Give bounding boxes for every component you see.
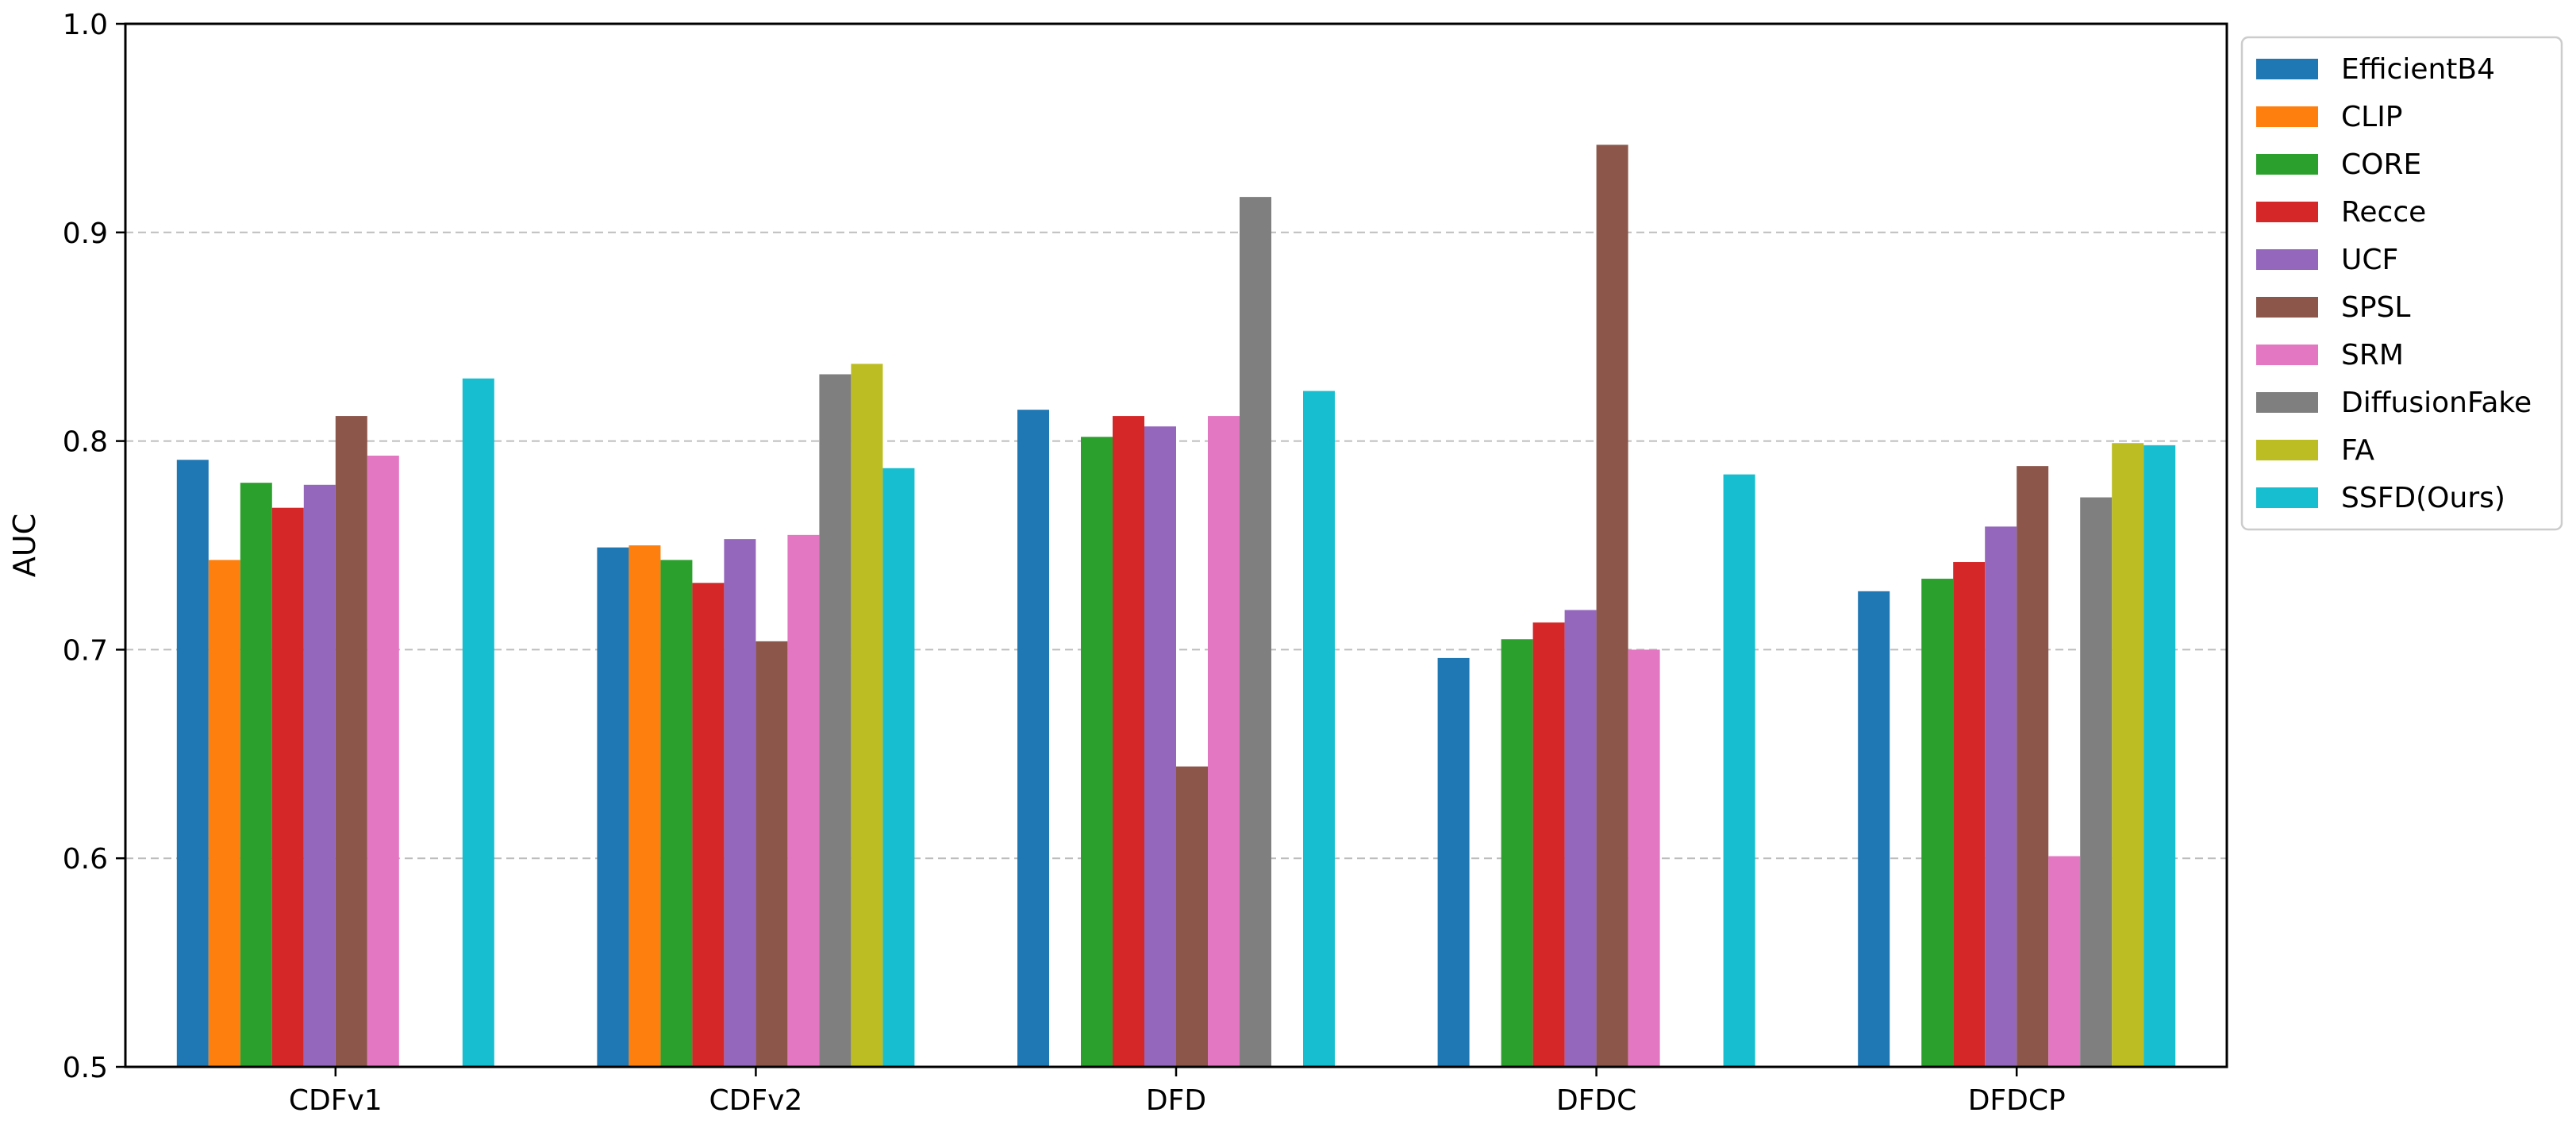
legend-label: FA bbox=[2341, 434, 2374, 467]
legend-label: SSFD(Ours) bbox=[2341, 482, 2505, 514]
bar-core-dfd bbox=[1081, 437, 1113, 1067]
bar-diffusionfake-dfd bbox=[1240, 197, 1271, 1067]
legend-label: DiffusionFake bbox=[2341, 387, 2532, 419]
bar-efficientb4-dfdcp bbox=[1858, 591, 1890, 1067]
y-tick-label: 0.9 bbox=[63, 218, 108, 250]
y-tick-label: 0.5 bbox=[63, 1052, 108, 1084]
legend-label: CLIP bbox=[2341, 101, 2403, 133]
bar-spsl-dfd bbox=[1176, 766, 1208, 1067]
bar-ssfd-ours-dfd bbox=[1303, 391, 1335, 1067]
legend-swatch bbox=[2256, 297, 2318, 318]
legend-label: SRM bbox=[2341, 339, 2404, 372]
x-tick-label: CDFv1 bbox=[289, 1084, 383, 1117]
legend: EfficientB4 CLIP CORE Recce UCF SPSL SRM Diffus… bbox=[2240, 36, 2563, 531]
legend-swatch bbox=[2256, 154, 2318, 175]
legend-swatch bbox=[2256, 440, 2318, 460]
bar-efficientb4-cdfv2 bbox=[597, 547, 629, 1067]
bar-srm-dfdcp bbox=[2048, 856, 2081, 1067]
bar-fa-cdfv2 bbox=[851, 364, 883, 1067]
bar-ucf-dfd bbox=[1144, 426, 1176, 1067]
bar-spsl-dfdc bbox=[1596, 144, 1628, 1068]
bar-clip-cdfv2 bbox=[629, 545, 661, 1067]
bar-spsl-cdfv1 bbox=[335, 416, 367, 1067]
bar-recce-cdfv2 bbox=[692, 583, 725, 1067]
bar-diffusionfake-dfdcp bbox=[2080, 497, 2113, 1067]
bar-core-cdfv2 bbox=[660, 560, 693, 1067]
y-axis-label: AUC bbox=[7, 514, 42, 577]
x-tick-label: DFDCP bbox=[1968, 1084, 2066, 1117]
bar-ucf-dfdc bbox=[1564, 610, 1597, 1067]
bar-fa-dfdcp bbox=[2112, 443, 2144, 1067]
axes-layer: 0.5 0.6 0.7 0.8 0.9 1.0 CDFv1 CDFv2 DFD DFDC DFDCP bbox=[63, 9, 2066, 1117]
legend-swatch bbox=[2256, 249, 2318, 270]
legend-swatch bbox=[2256, 392, 2318, 413]
legend-label: Recce bbox=[2341, 196, 2426, 229]
bar-recce-cdfv1 bbox=[271, 507, 304, 1067]
bar-srm-cdfv2 bbox=[787, 534, 820, 1067]
legend-swatch bbox=[2256, 487, 2318, 508]
legend-label: UCF bbox=[2341, 244, 2398, 276]
bar-efficientb4-dfdc bbox=[1437, 657, 1470, 1067]
bar-ssfd-ours-cdfv1 bbox=[462, 378, 494, 1067]
bar-srm-dfdc bbox=[1628, 649, 1660, 1067]
bar-core-dfdcp bbox=[1921, 579, 1954, 1067]
x-tick-label: CDFv2 bbox=[709, 1084, 803, 1117]
bar-recce-dfd bbox=[1113, 416, 1144, 1067]
bar-ucf-cdfv1 bbox=[303, 484, 336, 1067]
bar-ssfd-ours-dfdc bbox=[1723, 474, 1755, 1067]
y-tick-label: 0.7 bbox=[63, 634, 108, 667]
bar-srm-dfd bbox=[1208, 416, 1240, 1067]
bar-ssfd-ours-dfdcp bbox=[2143, 445, 2176, 1067]
bar-diffusionfake-cdfv2 bbox=[819, 374, 852, 1067]
y-tick-label: 1.0 bbox=[63, 9, 108, 41]
legend-swatch bbox=[2256, 59, 2318, 79]
y-tick-label: 0.6 bbox=[63, 843, 108, 876]
bars-layer bbox=[176, 144, 2176, 1068]
legend-box bbox=[2240, 36, 2563, 531]
x-tick-label: DFD bbox=[1146, 1084, 1206, 1117]
bar-recce-dfdcp bbox=[1953, 562, 1986, 1067]
bar-core-cdfv1 bbox=[240, 483, 272, 1067]
legend-label: EfficientB4 bbox=[2341, 53, 2495, 86]
y-tick-label: 0.8 bbox=[63, 426, 108, 459]
bar-ssfd-ours-cdfv2 bbox=[882, 468, 915, 1067]
bar-spsl-cdfv2 bbox=[755, 641, 788, 1067]
legend-label: CORE bbox=[2341, 148, 2421, 181]
bar-srm-cdfv1 bbox=[367, 455, 399, 1067]
bar-clip-cdfv1 bbox=[208, 560, 240, 1067]
bar-ucf-dfdcp bbox=[1985, 526, 2017, 1067]
bar-efficientb4-cdfv1 bbox=[176, 460, 209, 1067]
bar-ucf-cdfv2 bbox=[724, 539, 756, 1067]
bar-spsl-dfdcp bbox=[2017, 466, 2049, 1067]
legend-swatch bbox=[2256, 202, 2318, 222]
bar-recce-dfdc bbox=[1532, 622, 1565, 1067]
legend-label: SPSL bbox=[2341, 291, 2410, 324]
bar-efficientb4-dfd bbox=[1017, 410, 1049, 1067]
x-tick-label: DFDC bbox=[1556, 1084, 1636, 1117]
legend-swatch bbox=[2256, 345, 2318, 365]
bar-core-dfdc bbox=[1501, 639, 1533, 1067]
legend-swatch bbox=[2256, 106, 2318, 127]
